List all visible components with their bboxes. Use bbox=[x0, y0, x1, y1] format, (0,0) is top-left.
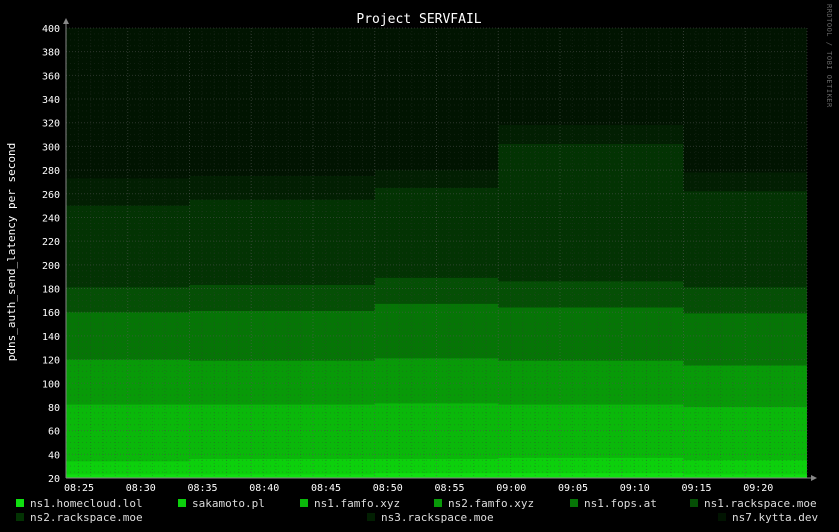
legend-item: ns2.famfo.xyz bbox=[434, 497, 534, 510]
y-tick-label: 280 bbox=[42, 166, 60, 177]
y-tick-label: 380 bbox=[42, 48, 60, 59]
legend-label: ns2.rackspace.moe bbox=[30, 511, 143, 524]
y-tick-label: 120 bbox=[42, 356, 60, 367]
x-tick-label: 08:30 bbox=[126, 483, 156, 494]
y-tick-label: 260 bbox=[42, 190, 60, 201]
legend-item: ns7.kytta.dev bbox=[718, 511, 818, 524]
x-tick-label: 08:40 bbox=[249, 483, 279, 494]
legend-swatch bbox=[178, 499, 186, 507]
legend-swatch bbox=[16, 513, 24, 521]
y-tick-label: 20 bbox=[48, 474, 60, 485]
grid-lines bbox=[65, 27, 808, 479]
x-tick-label: 08:25 bbox=[64, 483, 94, 494]
legend-label: ns1.homecloud.lol bbox=[30, 497, 143, 510]
area-chart: 20 40 60 80 100 120 140 160 180 200 220 240 260 280 30… bbox=[5, 12, 817, 494]
legend-item: sakamoto.pl bbox=[178, 497, 265, 510]
legend-swatch bbox=[570, 499, 578, 507]
x-tick-label: 09:05 bbox=[558, 483, 588, 494]
x-axis-arrow bbox=[811, 475, 817, 481]
legend-item: ns2.rackspace.moe bbox=[16, 511, 143, 524]
y-tick-label: 240 bbox=[42, 213, 60, 224]
y-tick-label: 200 bbox=[42, 261, 60, 272]
x-tick-label: 08:55 bbox=[434, 483, 464, 494]
y-tick-label: 180 bbox=[42, 285, 60, 296]
y-tick-label: 160 bbox=[42, 308, 60, 319]
x-tick-label: 09:15 bbox=[681, 483, 711, 494]
legend-item: ns1.famfo.xyz bbox=[300, 497, 400, 510]
x-tick-label: 09:00 bbox=[496, 483, 526, 494]
legend-item: ns1.homecloud.lol bbox=[16, 497, 143, 510]
y-tick-label: 140 bbox=[42, 332, 60, 343]
x-tick-label: 08:35 bbox=[187, 483, 217, 494]
legend-label: sakamoto.pl bbox=[192, 497, 265, 510]
legend-label: ns7.kytta.dev bbox=[732, 511, 819, 524]
legend-item: ns3.rackspace.moe bbox=[367, 511, 494, 524]
legend-swatch bbox=[718, 513, 726, 521]
chart-title: Project SERVFAIL bbox=[356, 12, 481, 27]
y-tick-label: 40 bbox=[48, 450, 60, 461]
legend-label: ns2.famfo.xyz bbox=[448, 497, 535, 510]
y-tick-label: 220 bbox=[42, 237, 60, 248]
y-tick-label: 80 bbox=[48, 403, 60, 414]
watermark: RRDTOOL / TOBI OETIKER bbox=[825, 4, 833, 108]
legend-item: ns1.fops.at bbox=[570, 497, 657, 510]
y-axis-label: pdns_auth_send_latency per second bbox=[5, 143, 18, 362]
legend-label: ns1.famfo.xyz bbox=[314, 497, 401, 510]
legend-label: ns1.rackspace.moe bbox=[704, 497, 817, 510]
legend-label: ns1.fops.at bbox=[584, 497, 657, 510]
y-tick-label: 100 bbox=[42, 379, 60, 390]
y-tick-label: 300 bbox=[42, 142, 60, 153]
y-tick-label: 320 bbox=[42, 119, 60, 130]
legend-swatch bbox=[690, 499, 698, 507]
legend-swatch bbox=[300, 499, 308, 507]
legend: ns1.homecloud.lol sakamoto.pl ns1.famfo.xy… bbox=[0, 497, 839, 527]
x-tick-label: 09:10 bbox=[620, 483, 650, 494]
x-tick-label: 08:50 bbox=[373, 483, 403, 494]
y-tick-label: 60 bbox=[48, 427, 60, 438]
x-tick-label: 09:20 bbox=[743, 483, 773, 494]
x-tick-label: 08:45 bbox=[311, 483, 341, 494]
y-axis-arrow bbox=[63, 18, 69, 24]
y-tick-label: 340 bbox=[42, 95, 60, 106]
y-tick-label: 360 bbox=[42, 71, 60, 82]
axes: 20 40 60 80 100 120 140 160 180 200 220 240 260 280 30… bbox=[42, 18, 817, 494]
legend-swatch bbox=[367, 513, 375, 521]
legend-label: ns3.rackspace.moe bbox=[381, 511, 494, 524]
y-tick-label: 400 bbox=[42, 24, 60, 35]
legend-swatch bbox=[434, 499, 442, 507]
legend-item: ns1.rackspace.moe bbox=[690, 497, 817, 510]
legend-swatch bbox=[16, 499, 24, 507]
